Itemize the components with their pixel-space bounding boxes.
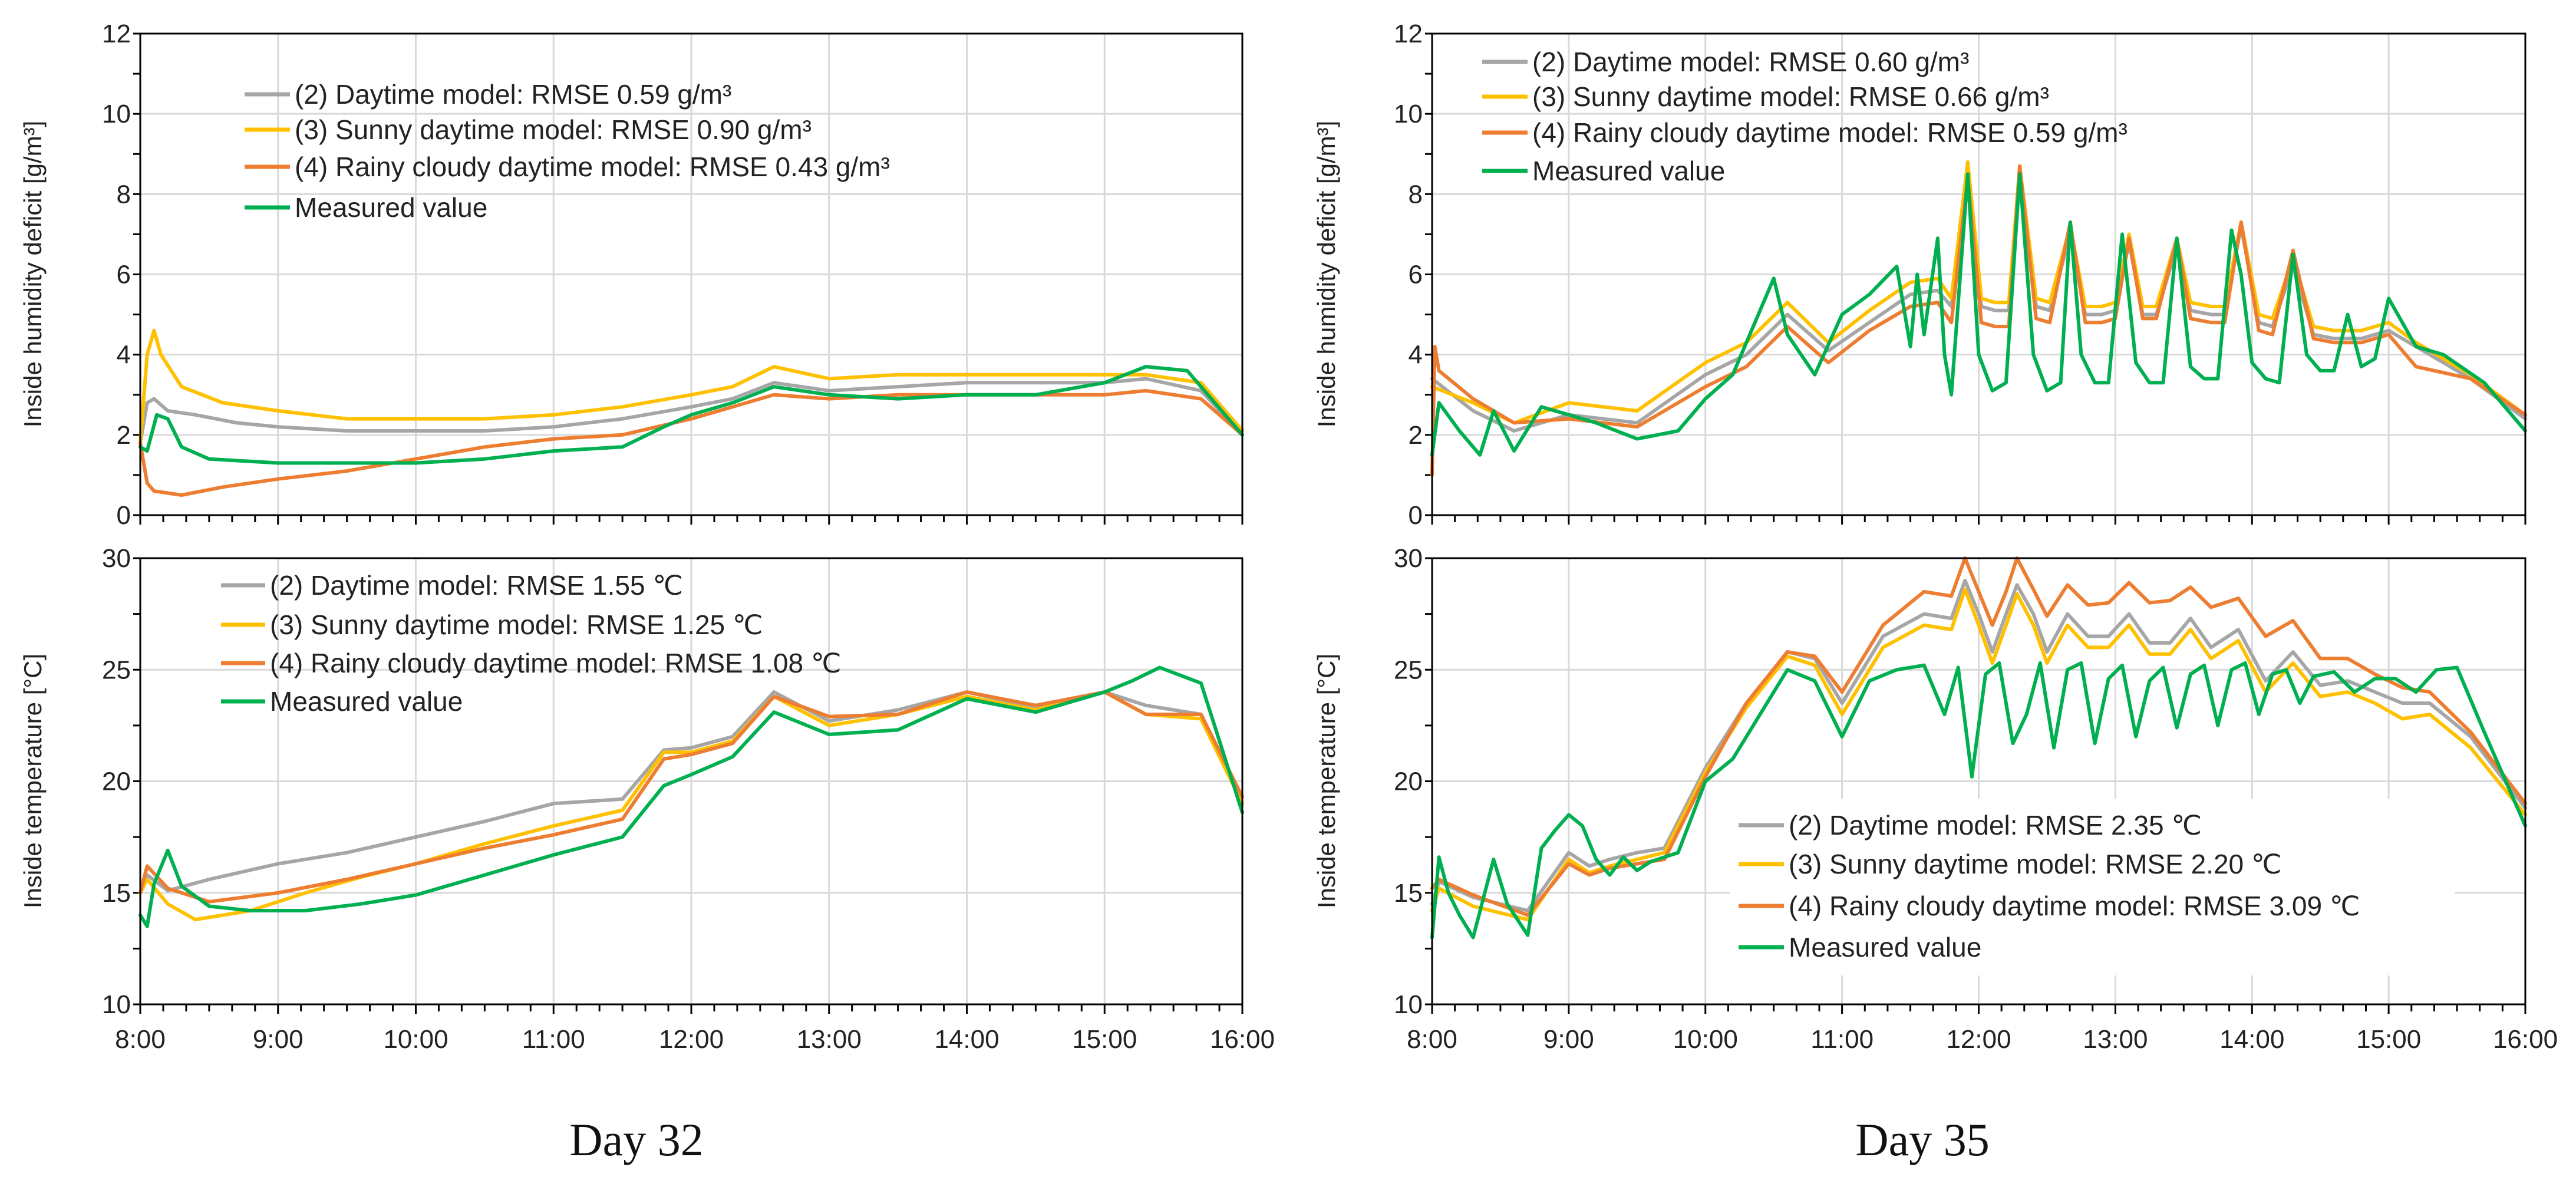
- y-tick-label: 12: [1394, 19, 1423, 48]
- series-rainy: [138, 690, 1244, 904]
- panel-day32-temperature: 10 15 20 25 30 8:00 9:00 10:00 11:00 12:00 13:00 14…: [19, 544, 1275, 1054]
- series-lines: [138, 665, 1244, 928]
- legend-daytime: (2) Daytime model: RMSE 0.59 g/m³: [295, 79, 731, 110]
- y-tick-label: 20: [102, 767, 131, 796]
- y-axis-label: Inside humidity deficit [g/m³]: [1312, 121, 1340, 428]
- x-tick-label: 14:00: [934, 1025, 999, 1054]
- gridlines: [140, 34, 1242, 515]
- y-tick-label: 25: [1394, 655, 1423, 684]
- y-tick-label: 8: [117, 180, 131, 209]
- legend-sunny: (3) Sunny daytime model: RMSE 0.90 g/m³: [295, 114, 812, 145]
- legend-measured: Measured value: [270, 686, 463, 717]
- series-measured: [138, 665, 1244, 928]
- x-tick-label: 9:00: [1543, 1025, 1594, 1054]
- y-axis-label: Inside humidity deficit [g/m³]: [19, 121, 47, 428]
- y-axis-label: Inside temperature [°C]: [1312, 654, 1340, 908]
- x-tick-label: 16:00: [1210, 1025, 1275, 1054]
- series-lines: [1430, 556, 2527, 940]
- legend: (2) Daytime model: RMSE 0.60 g/m³ (3) Su…: [1482, 47, 2128, 186]
- legend: (2) Daytime model: RMSE 2.35 ℃ (3) Sunny…: [1730, 799, 2455, 975]
- y-tick-label: 0: [1409, 501, 1423, 530]
- legend-sunny: (3) Sunny daytime model: RMSE 2.20 ℃: [1789, 849, 2282, 879]
- y-tick-label: 0: [117, 501, 131, 530]
- legend-rainy: (4) Rainy cloudy daytime model: RMSE 1.0…: [270, 648, 841, 678]
- axis-ticks: 0 2 4 6 8 10 12: [102, 19, 1244, 530]
- y-tick-label: 15: [1394, 879, 1423, 908]
- x-tick-label: 11:00: [1810, 1025, 1874, 1054]
- x-tick-label: 16:00: [2493, 1025, 2558, 1054]
- legend-rainy: (4) Rainy cloudy daytime model: RMSE 0.4…: [295, 151, 890, 182]
- series-lines: [138, 328, 1244, 497]
- y-tick-label: 20: [1394, 767, 1423, 796]
- series-sunny: [1430, 588, 2527, 922]
- x-tick-label: 12:00: [659, 1025, 724, 1054]
- plot-border: [1431, 32, 2526, 516]
- y-tick-label: 4: [117, 341, 131, 370]
- legend-rainy: (4) Rainy cloudy daytime model: RMSE 0.5…: [1532, 117, 2128, 148]
- x-tick-label: 15:00: [1072, 1025, 1137, 1054]
- y-axis-label: Inside temperature [°C]: [19, 654, 47, 908]
- y-tick-label: 4: [1409, 341, 1423, 370]
- x-tick-label: 8:00: [115, 1025, 166, 1054]
- series-measured: [138, 365, 1244, 465]
- plot-border: [1431, 557, 2526, 1006]
- plot-border: [139, 557, 1244, 1006]
- y-tick-label: 6: [1409, 261, 1423, 289]
- caption-day32: Day 32: [569, 1114, 703, 1165]
- legend-measured: Measured value: [1532, 156, 1725, 186]
- panel-day35-humidity: 0 2 4 6 8 10 12 Inside humidity deficit [g/m³]…: [1312, 19, 2527, 530]
- plot-border: [139, 32, 1244, 516]
- y-tick-label: 10: [102, 100, 131, 128]
- axis-ticks: 10 15 20 25 30 8:00 9:00 10:00 11:00 12:00 13:00 14…: [102, 544, 1275, 1054]
- y-tick-label: 25: [102, 655, 131, 684]
- legend-daytime: (2) Daytime model: RMSE 0.60 g/m³: [1532, 47, 1969, 77]
- legend: (2) Daytime model: RMSE 0.59 g/m³ (3) Su…: [245, 79, 890, 223]
- x-tick-label: 15:00: [2356, 1025, 2421, 1054]
- legend-rainy: (4) Rainy cloudy daytime model: RMSE 3.0…: [1789, 891, 2360, 921]
- y-tick-label: 30: [1394, 544, 1423, 573]
- gridlines: [140, 558, 1242, 1004]
- legend-sunny: (3) Sunny daytime model: RMSE 1.25 ℃: [270, 609, 763, 640]
- panel-day32-humidity: 0 2 4 6 8 10 12 Inside humidity deficit [g/m³]…: [19, 19, 1244, 530]
- x-tick-label: 10:00: [1673, 1025, 1738, 1054]
- axis-ticks: 0 2 4 6 8 10 12: [1394, 19, 2526, 530]
- x-tick-label: 12:00: [1946, 1025, 2011, 1054]
- axis-ticks: 10 15 20 25 30 8:00 9:00 10:00 11:00 12:00 13:00 14…: [1394, 544, 2558, 1054]
- y-tick-label: 10: [1394, 100, 1423, 128]
- x-tick-label: 13:00: [797, 1025, 862, 1054]
- y-tick-label: 6: [117, 261, 131, 289]
- y-tick-label: 2: [117, 421, 131, 450]
- legend-background: [1730, 799, 2455, 975]
- series-lines: [1430, 160, 2527, 477]
- legend-measured: Measured value: [295, 192, 487, 223]
- legend-measured: Measured value: [1789, 932, 1981, 963]
- y-tick-label: 10: [1394, 990, 1423, 1019]
- x-tick-label: 13:00: [2083, 1025, 2148, 1054]
- y-tick-label: 2: [1409, 421, 1423, 450]
- series-daytime: [1430, 578, 2527, 912]
- legend-sunny: (3) Sunny daytime model: RMSE 0.66 g/m³: [1532, 81, 2049, 112]
- series-measured: [1430, 661, 2527, 940]
- caption-day35: Day 35: [1855, 1114, 1989, 1165]
- series-rainy: [138, 388, 1244, 497]
- series-measured: [1430, 172, 2527, 457]
- x-tick-label: 9:00: [253, 1025, 304, 1054]
- x-tick-label: 10:00: [383, 1025, 448, 1054]
- x-tick-label: 11:00: [522, 1025, 585, 1054]
- panel-day35-temperature: 10 15 20 25 30 8:00 9:00 10:00 11:00 12:00 13:00 14…: [1312, 544, 2558, 1054]
- legend-daytime: (2) Daytime model: RMSE 2.35 ℃: [1789, 810, 2202, 840]
- y-tick-label: 8: [1409, 180, 1423, 209]
- legend: (2) Daytime model: RMSE 1.55 ℃ (3) Sunny…: [221, 570, 841, 717]
- series-daytime: [138, 377, 1244, 445]
- y-tick-label: 30: [102, 544, 131, 573]
- x-tick-label: 14:00: [2219, 1025, 2284, 1054]
- y-tick-label: 15: [102, 879, 131, 908]
- series-sunny: [138, 328, 1244, 445]
- y-tick-label: 10: [102, 990, 131, 1019]
- series-rainy: [1430, 164, 2527, 477]
- legend-daytime: (2) Daytime model: RMSE 1.55 ℃: [270, 570, 683, 601]
- x-tick-label: 8:00: [1407, 1025, 1457, 1054]
- y-tick-label: 12: [102, 19, 131, 48]
